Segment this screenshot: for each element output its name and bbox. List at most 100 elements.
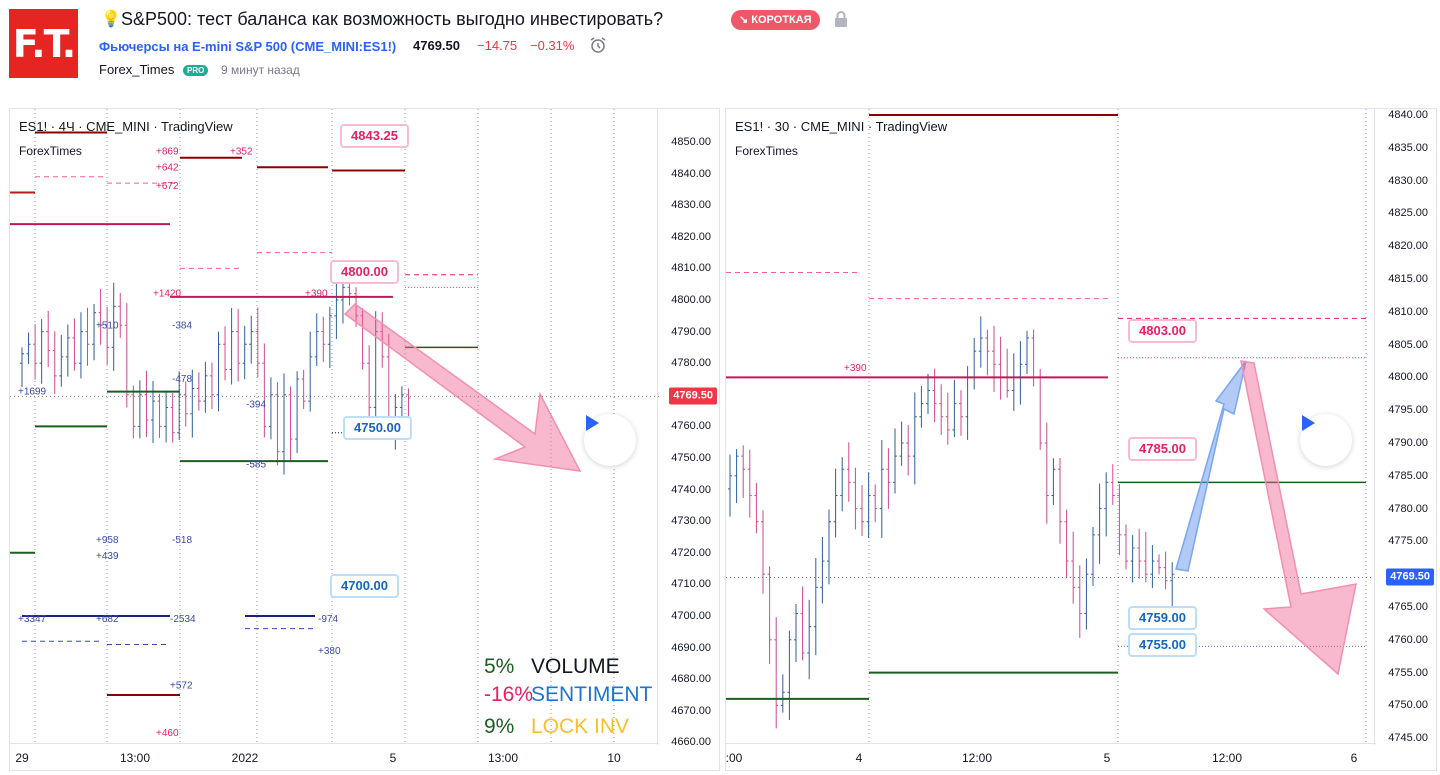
symbol-price: 4769.50	[413, 38, 460, 53]
forecast-arrow-up	[1175, 360, 1247, 572]
forecast-arrow-down	[1240, 360, 1357, 676]
time-tick-label: 12:00	[1211, 751, 1243, 765]
price-tick-label: 4805.00	[1388, 338, 1428, 351]
time-tick-label: 5	[1103, 751, 1111, 765]
lock-icon	[834, 11, 848, 33]
level-label: +460	[156, 728, 179, 739]
price-tick-label: 4800.00	[1388, 371, 1428, 384]
idea-header: F.T. 💡 S&P500: тест баланса как возможно…	[0, 0, 1440, 100]
time-tick-label: 13:00	[487, 751, 519, 765]
level-label: +1420	[153, 289, 182, 300]
play-icon	[1302, 415, 1315, 431]
price-tick-label: 4660.00	[671, 736, 711, 749]
price-tick-label: 4840.00	[1388, 109, 1428, 121]
callout-price: 4750.00	[343, 416, 412, 440]
chart-4h-canvas[interactable]: +869 +642 +352 +672 +1420 +390 +510 -384 +1699 -4…	[10, 109, 720, 771]
stat-label: VOLUME	[531, 655, 620, 678]
chart-legend: ES1! · 4Ч · CME_MINI · TradingView	[19, 119, 233, 134]
author-logo[interactable]: F.T.	[9, 9, 78, 78]
short-badge: ↘ КОРОТКАЯ	[731, 10, 820, 30]
lightbulb-icon: 💡	[101, 11, 121, 28]
time-tick-label: 6	[1350, 751, 1358, 765]
level-label: -478	[172, 374, 192, 385]
price-tick-label: 4795.00	[1388, 404, 1428, 417]
level-label: +390	[305, 289, 328, 300]
price-tick-label: 4800.00	[671, 294, 711, 306]
logo-text: F.T.	[12, 21, 76, 66]
stat-value: 9%	[484, 715, 515, 738]
price-tick-label: 4670.00	[671, 704, 711, 717]
symbol-link[interactable]: Фьючерсы на E-mini S&P 500 (CME_MINI:ES1…	[99, 39, 397, 54]
play-button[interactable]	[1300, 414, 1352, 466]
price-tick-label: 4740.00	[671, 483, 711, 496]
time-tick-label: :00	[725, 751, 743, 765]
last-price-tag: 4769.50	[669, 387, 717, 405]
stat-lock-inv: 9% LOCK INV	[484, 715, 629, 739]
level-label: +380	[318, 646, 341, 657]
symbol-change: −14.75	[477, 38, 518, 53]
price-tick-label: 4810.00	[671, 262, 711, 275]
price-tick-label: 4825.00	[1388, 207, 1428, 220]
stat-value: 5%	[484, 655, 515, 678]
price-tick-label: 4710.00	[671, 578, 711, 591]
price-tick-label: 4680.00	[671, 673, 711, 686]
price-axis[interactable]: 4840.00 4835.00 4830.00 4825.00 4820.00 4815.…	[1374, 109, 1436, 745]
price-tick-label: 4830.00	[1388, 174, 1428, 187]
level-label: -518	[172, 535, 192, 546]
level-label: +672	[156, 181, 179, 192]
price-tick-label: 4810.00	[1388, 305, 1428, 318]
author-name[interactable]: Forex_Times	[99, 62, 175, 77]
price-tick-label: 4780.00	[1388, 502, 1428, 515]
chart-legend: ES1! · 30 · CME_MINI · TradingView	[735, 119, 948, 134]
price-tick-label: 4815.00	[1388, 273, 1428, 285]
price-tick-label: 4820.00	[1388, 240, 1428, 253]
time-axis[interactable]: 29 13:00 2022 5 13:00 10	[10, 743, 659, 770]
time-tick-label: 2022	[231, 751, 259, 765]
publish-time: 9 минут назад	[221, 63, 300, 77]
play-icon	[586, 415, 599, 431]
chart-4h[interactable]: +869 +642 +352 +672 +1420 +390 +510 -384 +1699 -4…	[9, 108, 720, 771]
level-label: +510	[96, 320, 119, 331]
price-tick-label: 4820.00	[671, 230, 711, 243]
price-tick-label: 4835.00	[1388, 141, 1428, 154]
last-price-tag: 4769.50	[1386, 568, 1434, 586]
level-label: -974	[318, 614, 338, 625]
stat-label: LOCK INV	[531, 715, 630, 738]
level-label: -585	[246, 459, 266, 470]
price-axis[interactable]: 4850.00 4840.00 4830.00 4820.00 4810.00 4800.…	[657, 109, 719, 749]
time-tick-label: 13:00	[119, 751, 151, 765]
symbol-change-percent: −0.31%	[530, 38, 575, 53]
level-label: +682	[96, 614, 119, 625]
pro-badge: PRO	[183, 65, 209, 76]
callout-price: 4785.00	[1128, 437, 1197, 461]
level-label: +958	[96, 535, 119, 546]
level-label: +1699	[18, 387, 47, 398]
alarm-clock-icon[interactable]	[589, 36, 607, 59]
idea-title: S&P500: тест баланса как возможность выг…	[121, 9, 664, 29]
price-tick-label: 4745.00	[1388, 732, 1428, 745]
time-axis[interactable]: :00 4 12:00 5 12:00 6	[726, 743, 1376, 770]
price-tick-label: 4700.00	[671, 610, 711, 622]
stat-sentiment: -16%SENTIMENT	[484, 683, 652, 707]
price-tick-label: 4790.00	[1388, 437, 1428, 449]
price-tick-label: 4750.00	[671, 452, 711, 464]
price-tick-label: 4790.00	[671, 325, 711, 338]
price-tick-label: 4730.00	[671, 515, 711, 528]
time-tick-label: 10	[607, 751, 621, 765]
price-tick-label: 4830.00	[671, 199, 711, 212]
price-tick-label: 4720.00	[671, 546, 711, 559]
level-label: +869	[156, 146, 179, 157]
price-tick-label: 4765.00	[1388, 601, 1428, 613]
play-button[interactable]	[584, 414, 636, 466]
stat-volume: 5% VOLUME	[484, 655, 620, 679]
stat-label: SENTIMENT	[531, 683, 653, 706]
time-tick-label: 29	[15, 751, 29, 765]
stat-value: -16%	[484, 683, 534, 706]
chart-30m[interactable]: ES1! · 30 · CME_MINI · TradingView Forex…	[725, 108, 1437, 771]
level-label: +352	[230, 146, 253, 157]
chart-30m-canvas[interactable]	[726, 109, 1437, 771]
price-tick-label: 4775.00	[1388, 535, 1428, 548]
price-tick-label: 4850.00	[671, 136, 711, 148]
callout-price: 4800.00	[330, 260, 399, 284]
level-label: -384	[172, 320, 192, 331]
